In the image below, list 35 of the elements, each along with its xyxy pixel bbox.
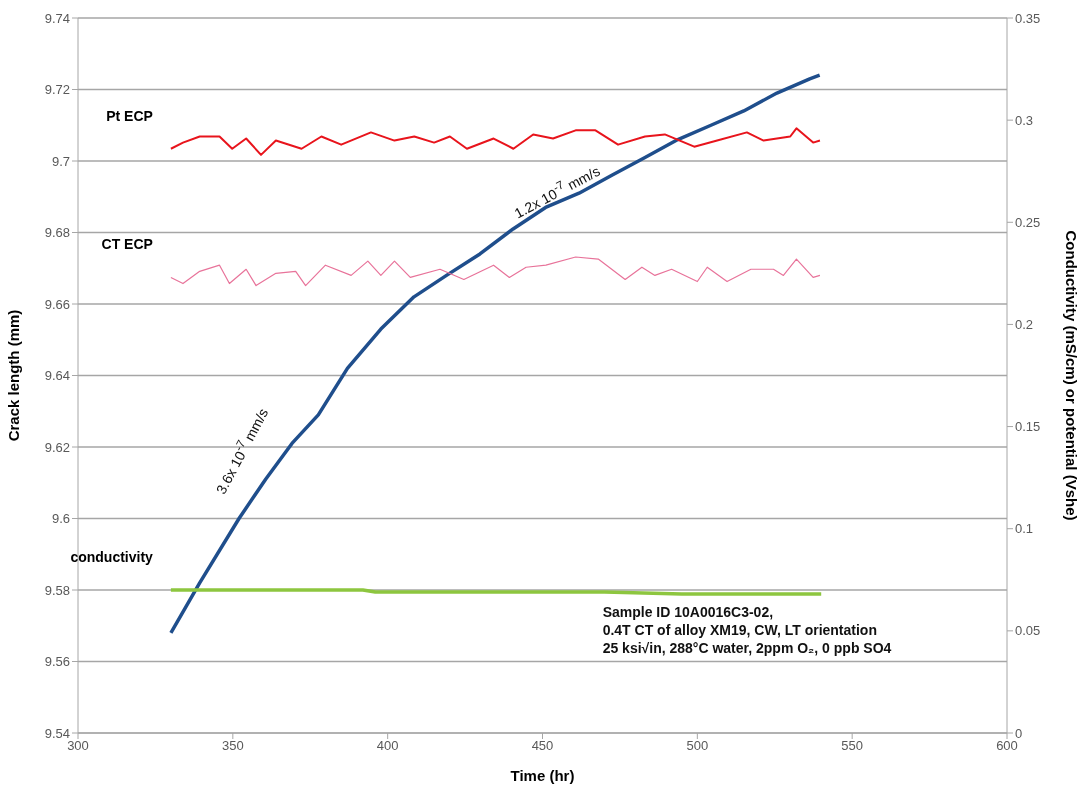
y-tick-label: 9.68 xyxy=(44,225,70,241)
line-series xyxy=(170,256,821,287)
x-tick-label: 500 xyxy=(686,738,709,754)
text: Pt ECP xyxy=(106,107,153,124)
y-tick-label: 9.74 xyxy=(44,10,70,26)
text: CT ECP xyxy=(101,236,153,253)
y2-tick-label: 0.35 xyxy=(1015,10,1041,26)
y-tick-label: 9.58 xyxy=(44,582,70,598)
y-tick-label: 9.72 xyxy=(44,82,70,98)
line-series xyxy=(169,127,821,156)
x-tick-label: 450 xyxy=(531,738,554,754)
y2-tick-label: 0.3 xyxy=(1015,112,1034,128)
y-tick-label: 9.66 xyxy=(44,296,70,312)
y2-tick-label: 0.15 xyxy=(1015,419,1041,435)
y-tick-label: 9.54 xyxy=(44,725,70,741)
x-tick-label: 600 xyxy=(996,738,1018,754)
y2-tick-label: 0 xyxy=(1015,725,1023,741)
y-tick-label: 9.7 xyxy=(51,153,70,169)
x-tick-label: 350 xyxy=(221,738,244,754)
annotation: Sample ID 10A0016C3-02, 0.4T CT of alloy XM19, CW, LT orientation 25 ksi√in, 288°C water, 2ppm O₂, 0 ppb SO4 xyxy=(602,603,892,657)
x-axis-title: Time (hr) xyxy=(510,767,575,784)
x-tick-label: 550 xyxy=(841,738,864,754)
y2-tick-label: 0.2 xyxy=(1015,317,1034,333)
y2-axis-title: Conductivity (mS/cm) or potential (Vshe) xyxy=(1062,230,1080,521)
y-tick-label: 9.56 xyxy=(44,654,70,670)
y-tick-label: 9.62 xyxy=(44,439,70,455)
y-axis-title: Crack length (mm) xyxy=(5,309,23,442)
y2-tick-label: 0.05 xyxy=(1015,623,1041,639)
text: conductivity xyxy=(70,549,154,565)
y2-tick-label: 0.1 xyxy=(1015,521,1034,537)
y-tick-label: 9.6 xyxy=(51,511,70,527)
x-tick-label: 300 xyxy=(67,738,89,754)
x-tick-label: 400 xyxy=(376,738,399,754)
y2-tick-label: 0.25 xyxy=(1015,214,1041,230)
y-tick-label: 9.64 xyxy=(44,368,70,384)
